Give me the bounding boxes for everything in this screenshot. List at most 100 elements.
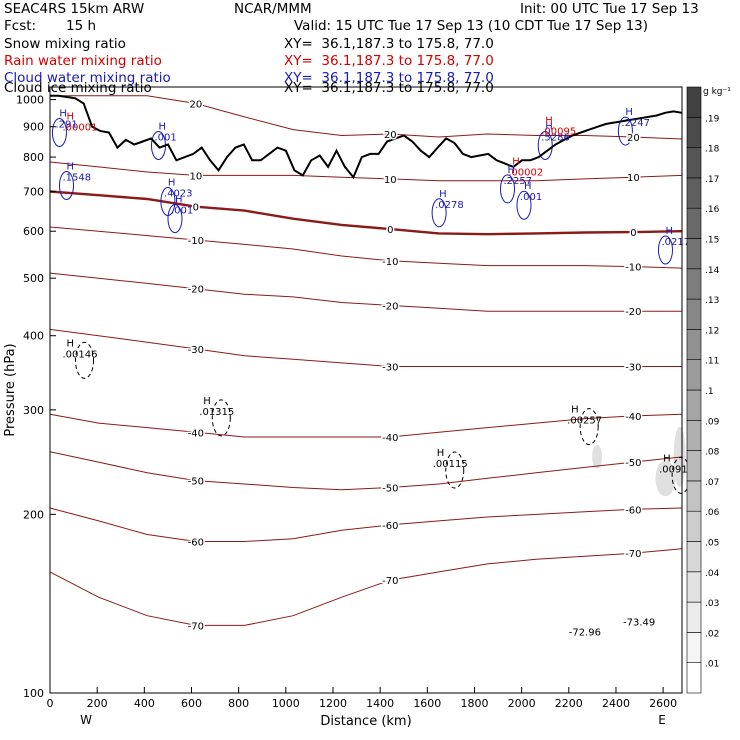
- x-tick-label: 1800: [460, 697, 488, 710]
- snow-contour: [579, 408, 599, 446]
- colorbar-label: .11: [705, 357, 719, 367]
- y-tick-label: 300: [23, 404, 44, 417]
- high-value-label: .2257: [503, 176, 532, 187]
- colorbar-label: .19: [705, 114, 720, 124]
- isotherm-label: -50: [382, 483, 398, 494]
- isotherm-label: -30: [625, 362, 641, 373]
- high-value-label: .00257: [567, 416, 602, 427]
- high-marker: H: [571, 405, 579, 416]
- colorbar-label: .01: [705, 660, 719, 670]
- colorbar-label: .15: [705, 236, 719, 246]
- high-marker: H: [625, 107, 633, 118]
- high-marker: H: [545, 121, 553, 132]
- high-marker: H: [507, 165, 515, 176]
- cloud-water-contour: [657, 235, 673, 265]
- x-axis-label: Distance (km): [320, 714, 411, 729]
- high-marker: H: [437, 448, 445, 459]
- colorbar-cell: [686, 238, 702, 270]
- high-value-label: .291: [55, 119, 77, 130]
- isotherm-label: -20: [382, 301, 398, 312]
- cloud-water-contour: [59, 170, 75, 200]
- colorbar-label: .09: [705, 417, 720, 427]
- isotherm-contours: [49, 95, 683, 626]
- colorbar-cell: [686, 147, 702, 179]
- high-value-label: .4023: [164, 188, 193, 199]
- isotherm-line: [49, 413, 683, 438]
- snow-contour: [211, 399, 231, 437]
- isotherm-line: [50, 95, 683, 140]
- high-marker: H: [67, 111, 75, 122]
- colorbar-label: .13: [705, 296, 719, 306]
- isotherm-label: -60: [625, 505, 641, 516]
- high-value-label: .00002: [508, 167, 543, 178]
- field-name-snow: Snow mixing ratio: [4, 36, 126, 52]
- field-xy-cloud-water: XY= 36.1,187.3 to 175.8, 77.0: [284, 70, 494, 86]
- x-tick-label: 1400: [366, 697, 394, 710]
- colorbar-cell: [686, 298, 702, 330]
- colorbar-cell: [686, 268, 702, 300]
- isotherm-line: [49, 272, 682, 312]
- terrain-line: [50, 94, 683, 180]
- high-marker: H: [512, 156, 520, 167]
- isotherm-label: -40: [382, 433, 398, 444]
- y-tick-label: 100: [23, 687, 44, 700]
- x-tick-label: 400: [134, 697, 155, 710]
- organization-label: NCAR/MMM: [234, 1, 312, 17]
- cloud-contours: [51, 116, 691, 494]
- shading-blob: [592, 444, 603, 469]
- colorbar-cell: [686, 207, 702, 239]
- colorbar-label: .18: [705, 145, 720, 155]
- plot-header: SEAC4RS 15km ARW NCAR/MMM Init: 00 UTC T…: [0, 0, 740, 100]
- y-tick-label: 1000: [16, 94, 44, 107]
- high-value-label: .5286: [541, 132, 570, 143]
- extreme-value-label: -73.49: [623, 617, 655, 628]
- y-tick-label: 900: [23, 121, 44, 134]
- colorbar-cell: [686, 632, 702, 664]
- field-xy-snow: XY= 36.1,187.3 to 175.8, 77.0: [284, 36, 494, 52]
- colorbar-cell: [686, 541, 702, 573]
- colorbar-cell: [686, 177, 702, 209]
- cloud-water-contour: [516, 190, 532, 220]
- high-value-label: .001: [520, 192, 542, 203]
- isotherm-label: 20: [384, 130, 397, 141]
- snow-contour: [445, 451, 465, 489]
- isotherm-label: -70: [188, 621, 204, 632]
- isotherm-label: -20: [188, 285, 204, 296]
- field-name-cloud-ice: Cloud ice mixing ratio: [4, 80, 152, 96]
- colorbar-label: .16: [705, 205, 720, 215]
- high-value-label: .0278: [435, 200, 464, 211]
- high-value-label: .00095: [541, 127, 576, 138]
- isotherm-label: -70: [382, 576, 398, 587]
- field-xy-rain: XY= 36.1,187.3 to 175.8, 77.0: [284, 53, 494, 69]
- terrain-profile: [50, 94, 683, 180]
- colorbar-cell: [686, 450, 702, 482]
- cloud-water-contour: [160, 186, 176, 216]
- field-name-rain: Rain water mixing ratio: [4, 53, 162, 69]
- colorbar-cell: [686, 419, 702, 451]
- isotherm-label: -50: [188, 477, 204, 488]
- high-value-label: .001: [171, 206, 193, 217]
- colorbar-cell: [686, 601, 702, 633]
- isotherm-line: [49, 190, 683, 236]
- isotherm-line: [49, 226, 683, 269]
- colorbar-label: .03: [705, 599, 719, 609]
- cloud-water-contour: [431, 198, 447, 228]
- shading-blob: [655, 460, 676, 497]
- isotherm-label: -10: [382, 257, 398, 268]
- colorbar-cell: [686, 662, 702, 694]
- colorbar-label: .12: [705, 326, 719, 336]
- y-tick-label: 800: [23, 151, 44, 164]
- colorbar-cell: [686, 117, 702, 148]
- isotherm-label: -20: [625, 307, 641, 318]
- field-name-cloud-water: Cloud water mixing ratio: [4, 70, 171, 86]
- cloud-water-contour: [617, 116, 633, 146]
- isotherm-label: 0: [630, 228, 636, 239]
- high-value-label: .2247: [621, 118, 650, 129]
- cloud-water-contour: [499, 174, 515, 204]
- colorbar-unit: g kg⁻¹: [703, 87, 731, 97]
- forecast-hours: 15 h: [66, 18, 97, 34]
- isotherm-label: -30: [382, 362, 398, 373]
- contour-labels: 20 20 20 10 10 10 0 0 0 -10 -10 -10 -20 -20 -20 -30 -30 -…: [55, 98, 690, 639]
- high-marker: H: [203, 396, 211, 407]
